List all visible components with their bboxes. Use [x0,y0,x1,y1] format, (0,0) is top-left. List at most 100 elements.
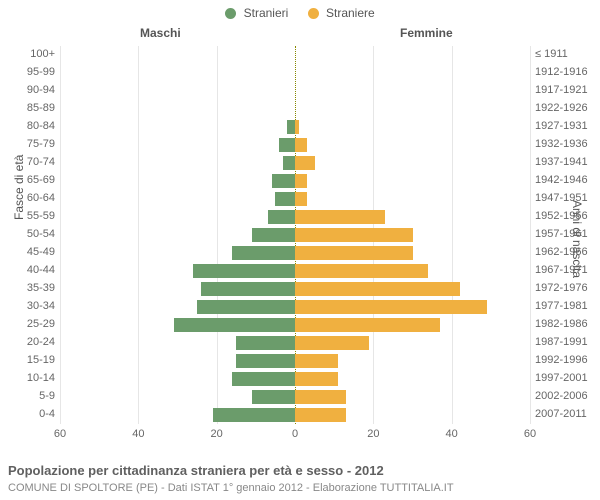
age-row: 80-841927-1931 [60,118,530,136]
age-label: 100+ [30,49,55,60]
bar-female [295,156,315,170]
bar-male [268,210,295,224]
birth-years-label: 1922-1926 [535,103,588,114]
age-label: 40-44 [27,265,55,276]
birth-years-label: 1937-1941 [535,157,588,168]
bar-male [232,372,295,386]
bar-male [279,138,295,152]
age-row: 75-791932-1936 [60,136,530,154]
bar-male [232,246,295,260]
bar-female [295,354,338,368]
bar-male [236,354,295,368]
birth-years-label: 1967-1971 [535,265,588,276]
pyramid-chart: 100+≤ 191195-991912-191690-941917-192185… [60,46,530,446]
x-tick: 20 [211,428,223,440]
chart-container: Stranieri Straniere Maschi Femmine Fasce… [0,0,600,500]
bar-male [236,336,295,350]
age-row: 90-941917-1921 [60,82,530,100]
age-row: 45-491962-1966 [60,244,530,262]
age-label: 15-19 [27,355,55,366]
age-label: 80-84 [27,121,55,132]
bar-female [295,408,346,422]
legend-label-female: Straniere [326,6,375,20]
birth-years-label: 1942-1946 [535,175,588,186]
x-axis: 6040200204060 [60,424,530,446]
bar-female [295,228,413,242]
age-row: 70-741937-1941 [60,154,530,172]
age-label: 20-24 [27,337,55,348]
bar-male [193,264,295,278]
age-label: 10-14 [27,373,55,384]
age-label: 45-49 [27,247,55,258]
bar-female [295,264,428,278]
gridline [530,46,531,424]
legend-item-male: Stranieri [225,6,288,20]
age-row: 35-391972-1976 [60,280,530,298]
age-row: 15-191992-1996 [60,352,530,370]
birth-years-label: 1917-1921 [535,85,588,96]
birth-years-label: 1977-1981 [535,301,588,312]
bar-male [252,390,295,404]
chart-caption: Popolazione per cittadinanza straniera p… [8,463,592,478]
legend-item-female: Straniere [308,6,375,20]
age-row: 0-42007-2011 [60,406,530,424]
age-label: 90-94 [27,85,55,96]
bar-female [295,120,299,134]
chart-subcaption: COMUNE DI SPOLTORE (PE) - Dati ISTAT 1° … [8,482,592,494]
x-tick: 40 [132,428,144,440]
column-header-male: Maschi [140,26,181,40]
age-label: 25-29 [27,319,55,330]
plot-area: 100+≤ 191195-991912-191690-941917-192185… [60,46,530,424]
age-row: 100+≤ 1911 [60,46,530,64]
birth-years-label: 1952-1956 [535,211,588,222]
age-label: 50-54 [27,229,55,240]
birth-years-label: 1947-1951 [535,193,588,204]
legend: Stranieri Straniere [0,6,600,20]
age-row: 10-141997-2001 [60,370,530,388]
age-label: 55-59 [27,211,55,222]
bar-female [295,138,307,152]
bar-male [174,318,295,332]
age-row: 65-691942-1946 [60,172,530,190]
age-label: 95-99 [27,67,55,78]
bar-female [295,300,487,314]
age-label: 70-74 [27,157,55,168]
birth-years-label: 2007-2011 [535,409,587,420]
x-tick: 20 [367,428,379,440]
bar-female [295,336,369,350]
age-row: 40-441967-1971 [60,262,530,280]
legend-swatch-male [225,8,236,19]
birth-years-label: 2002-2006 [535,391,588,402]
birth-years-label: 1972-1976 [535,283,588,294]
age-label: 0-4 [39,409,55,420]
age-row: 30-341977-1981 [60,298,530,316]
age-row: 20-241987-1991 [60,334,530,352]
bar-male [275,192,295,206]
x-tick: 40 [446,428,458,440]
age-label: 65-69 [27,175,55,186]
legend-swatch-female [308,8,319,19]
age-label: 75-79 [27,139,55,150]
birth-years-label: 1957-1961 [535,229,588,240]
age-row: 55-591952-1956 [60,208,530,226]
age-label: 85-89 [27,103,55,114]
age-row: 50-541957-1961 [60,226,530,244]
bar-male [252,228,295,242]
bar-male [197,300,295,314]
birth-years-label: ≤ 1911 [535,49,568,60]
birth-years-label: 1982-1986 [535,319,588,330]
bar-male [272,174,296,188]
age-label: 60-64 [27,193,55,204]
age-label: 5-9 [39,391,55,402]
legend-label-male: Stranieri [244,6,289,20]
age-row: 95-991912-1916 [60,64,530,82]
bar-male [287,120,295,134]
birth-years-label: 1932-1936 [535,139,588,150]
bar-female [295,282,460,296]
bar-male [283,156,295,170]
age-row: 85-891922-1926 [60,100,530,118]
bar-female [295,192,307,206]
bar-male [201,282,295,296]
bar-female [295,390,346,404]
age-row: 60-641947-1951 [60,190,530,208]
